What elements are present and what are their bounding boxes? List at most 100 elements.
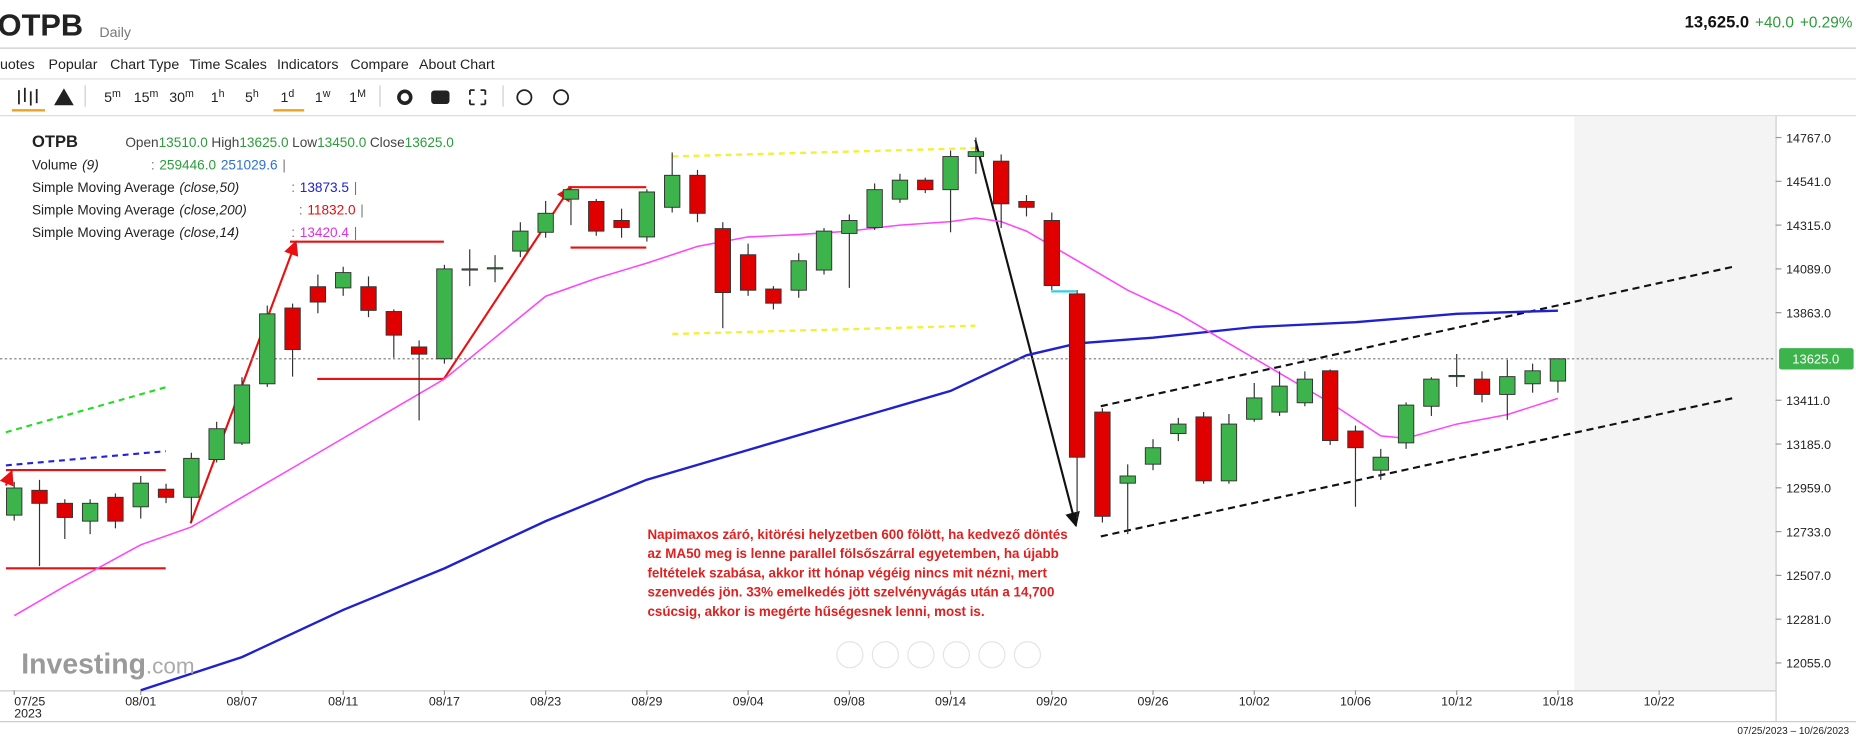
annotation-line: Napimaxos záró, kitörési helyzetben 600 …: [647, 527, 1067, 542]
candle-body: [765, 288, 782, 304]
y-tick-label: 12055.0: [1786, 657, 1831, 671]
timeframe[interactable]: 1h: [211, 88, 225, 106]
menu-item[interactable]: Compare: [350, 57, 408, 73]
menu-item[interactable]: uotes: [0, 57, 35, 73]
timeframe-number: 1: [281, 90, 289, 106]
nav-button[interactable]: [978, 641, 1006, 669]
candle-body: [233, 384, 251, 444]
legend-sep: :: [151, 157, 155, 172]
candle-body: [1018, 201, 1035, 208]
candle-body: [385, 311, 402, 336]
menu-item[interactable]: Time Scales: [189, 57, 267, 73]
candle-body: [815, 230, 833, 271]
candle-body: [1296, 378, 1314, 404]
timeframe-unit: m: [112, 88, 121, 100]
future-area: [1574, 116, 1776, 691]
candle-body: [993, 160, 1010, 205]
candle-icon[interactable]: [18, 87, 38, 106]
nav-button[interactable]: [1013, 641, 1042, 669]
timeframe[interactable]: 1w: [315, 88, 331, 106]
timeframe[interactable]: 30m: [169, 88, 194, 106]
candle-body: [284, 307, 301, 350]
timeframes: 5m 15m 30m 1h 5h 1d 1w 1M: [104, 88, 366, 112]
candle-body: [917, 179, 934, 191]
candle-body: [638, 191, 656, 238]
legend-end: |: [354, 180, 358, 195]
timeframe[interactable]: 15m: [134, 88, 159, 106]
candle-body: [1524, 370, 1541, 385]
menu-item[interactable]: Chart Type: [110, 57, 179, 73]
x-tick-label: 08/29: [631, 695, 662, 709]
timeframe[interactable]: 5h: [245, 88, 259, 106]
plot: 12055.0 12281.0 12507.0 12733.0 12959.0 13185…: [0, 131, 1854, 721]
candle-body: [1347, 430, 1364, 449]
x-tick-label: 08/07: [226, 695, 257, 709]
camera-icon[interactable]: [431, 90, 450, 105]
candle-body: [866, 189, 883, 228]
settings-icon[interactable]: [397, 89, 413, 105]
menu-item[interactable]: Popular: [49, 57, 98, 73]
candle-body: [562, 189, 580, 200]
candle-body: [81, 502, 99, 522]
candle-body: [1119, 475, 1136, 484]
fullscreen-icon[interactable]: [469, 89, 487, 106]
date-range: 07/25/2023 – 10/26/2023: [1737, 726, 1849, 737]
timeframe-number: 15: [134, 90, 150, 106]
ohlc-value: 13450.0: [317, 135, 367, 150]
timeframe-number: 5: [245, 90, 253, 106]
timeframe-number: 1: [315, 90, 323, 106]
symbol: OTPB: [0, 8, 83, 43]
candle-body: [461, 268, 478, 271]
x-tick-label: 10/22: [1644, 695, 1675, 709]
legend-params: (9): [82, 157, 99, 172]
candle-body: [664, 174, 681, 208]
watermark: Investing.com: [21, 649, 194, 681]
candle-body: [1549, 358, 1567, 382]
candle-body: [360, 286, 377, 311]
timeframe[interactable]: 5m: [104, 88, 121, 106]
legend-sep: :: [291, 225, 295, 240]
candle-body: [410, 346, 428, 355]
candle-body: [1195, 416, 1212, 482]
x-tick-label: 09/20: [1036, 695, 1067, 709]
watermark-main: Investing: [21, 649, 146, 681]
upload-icon[interactable]: [553, 89, 570, 106]
area-icon[interactable]: [54, 88, 74, 106]
y-tick-label: 13411.0: [1786, 394, 1830, 408]
legend-sep: :: [291, 180, 295, 195]
candle-body: [1372, 456, 1389, 471]
legend-sma: Simple Moving Average (close,200):11832.0…: [32, 202, 364, 217]
timeframe-unit: m: [185, 88, 194, 100]
candle-body: [309, 286, 327, 303]
nav-button[interactable]: [907, 641, 935, 669]
menu-item[interactable]: Indicators: [277, 57, 339, 73]
y-tick-label: 12281.0: [1786, 613, 1831, 627]
candle-body: [1397, 404, 1415, 444]
x-tick-label: 09/04: [733, 695, 764, 709]
legend-sep: :: [299, 202, 303, 217]
candle-body: [56, 502, 73, 518]
nav-button[interactable]: [836, 641, 864, 669]
timeframe[interactable]: 1d: [281, 88, 295, 106]
legend-sma: Simple Moving Average (close,50):13873.5 |: [32, 180, 357, 195]
timeframe-number: 30: [169, 90, 185, 106]
candle-body: [1220, 423, 1238, 482]
y-tick-label: 14767.0: [1786, 131, 1831, 145]
nav-button[interactable]: [871, 641, 899, 669]
download-icon[interactable]: [516, 89, 533, 106]
toolbar: [11, 85, 570, 112]
menu-item[interactable]: About Chart: [419, 57, 495, 73]
y-tick-label: 14541.0: [1786, 175, 1831, 189]
menu-bar: uotes Popular Chart Type Time Scales Indicat…: [0, 57, 495, 73]
x-tick-label: 08/11: [328, 695, 358, 709]
x-tick-label: 10/02: [1239, 695, 1270, 709]
annotation-line: az MA50 meg is lenne parallel fölsőszárr…: [647, 546, 1058, 561]
candle-body: [790, 260, 807, 291]
candle-body: [436, 268, 453, 360]
timeframe[interactable]: 1M: [349, 88, 366, 106]
nav-button[interactable]: [942, 641, 971, 669]
annotation-line: csúcsig, akkor is megérte hűségesnek len…: [647, 604, 984, 619]
candle-body: [259, 313, 276, 385]
candle-body: [891, 179, 909, 200]
candle-body: [1473, 378, 1491, 395]
